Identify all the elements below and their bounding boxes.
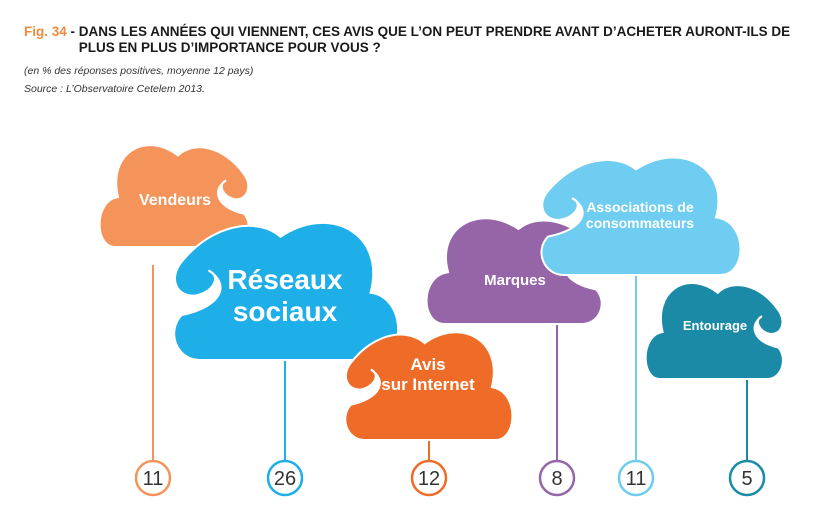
value-label-assoc: 11	[626, 468, 647, 490]
source-text: L’Observatoire Cetelem 2013.	[66, 83, 205, 95]
figure-label: Fig. 34	[24, 24, 67, 39]
cloud-label-reseaux-2: sociaux	[233, 296, 338, 327]
cloud-label-avis-1: Avis	[410, 355, 445, 374]
figure-source: Source : L’Observatoire Cetelem 2013.	[24, 83, 814, 95]
figure-header: Fig. 34 - DANS LES ANNÉES QUI VIENNENT, …	[24, 24, 814, 95]
cloud-shape-vendeurs	[98, 144, 250, 248]
figure-dash: -	[66, 24, 79, 39]
cloud-label-vendeurs: Vendeurs	[139, 192, 211, 209]
cloud-shape-entourage	[644, 282, 784, 380]
figure-subtitle: (en % des réponses positives, moyenne 12…	[24, 65, 254, 77]
cloud-label-avis-2: sur Internet	[381, 375, 475, 394]
source-label: Source :	[24, 83, 64, 95]
cloud-label-entourage: Entourage	[683, 318, 747, 333]
cloud-shape-reseaux	[173, 221, 400, 361]
figure-title: DANS LES ANNÉES QUI VIENNENT, CES AVIS Q…	[78, 24, 791, 55]
cloud-label-reseaux-1: Réseaux	[227, 264, 343, 295]
value-label-avis: 12	[418, 468, 440, 490]
cloud-shape-avis	[344, 331, 514, 441]
cloud-vendeurs: Vendeurs	[98, 144, 250, 248]
value-circle-vendeurs	[134, 459, 172, 497]
cloud-label-assoc-2: consommateurs	[586, 215, 694, 231]
figure-title-row: Fig. 34 - DANS LES ANNÉES QUI VIENNENT, …	[24, 24, 814, 56]
value-label-reseaux: 26	[274, 468, 296, 490]
value-circle-avis	[410, 459, 448, 497]
value-label-marques: 8	[551, 468, 562, 490]
value-circle-reseaux	[266, 459, 304, 497]
cloud-entourage: Entourage	[644, 282, 784, 380]
value-label-entourage: 5	[741, 468, 752, 490]
value-circle-marques	[538, 459, 576, 497]
value-label-vendeurs: 11	[143, 468, 164, 490]
cloud-label-assoc-1: Associations de	[586, 199, 694, 215]
value-circle-assoc	[617, 459, 655, 497]
value-circle-entourage	[728, 459, 766, 497]
cloud-label-marques: Marques	[484, 272, 546, 289]
cloud-shape-assoc	[540, 156, 742, 276]
